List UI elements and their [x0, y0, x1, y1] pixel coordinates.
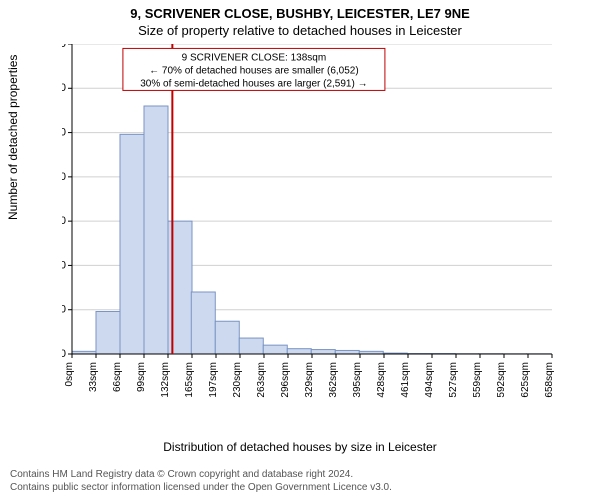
- histogram-bar: [335, 350, 359, 354]
- plot-area: 0 500 1000 1500 2000 2500 3000 3500 0sqm 33sqm 66s…: [62, 44, 562, 394]
- svg-text:329sqm: 329sqm: [304, 362, 315, 398]
- footer-line2: Contains public sector information licen…: [10, 481, 392, 494]
- svg-text:1500: 1500: [62, 215, 66, 227]
- svg-text:0: 0: [62, 348, 66, 360]
- svg-text:428sqm: 428sqm: [376, 362, 387, 398]
- svg-text:66sqm: 66sqm: [112, 362, 123, 392]
- svg-text:33sqm: 33sqm: [88, 362, 99, 392]
- svg-text:197sqm: 197sqm: [208, 362, 219, 398]
- svg-text:1000: 1000: [62, 259, 66, 271]
- svg-text:2500: 2500: [62, 126, 66, 138]
- svg-text:500: 500: [62, 304, 66, 316]
- svg-text:296sqm: 296sqm: [280, 362, 291, 398]
- histogram-bar: [144, 106, 168, 354]
- y-axis-label: Number of detached properties: [6, 55, 20, 220]
- chart-title-address: 9, SCRIVENER CLOSE, BUSHBY, LEICESTER, L…: [0, 0, 600, 21]
- svg-text:559sqm: 559sqm: [472, 362, 483, 398]
- svg-text:0sqm: 0sqm: [64, 362, 75, 386]
- svg-text:461sqm: 461sqm: [400, 362, 411, 398]
- svg-text:494sqm: 494sqm: [424, 362, 435, 398]
- svg-text:132sqm: 132sqm: [160, 362, 171, 398]
- svg-text:658sqm: 658sqm: [544, 362, 555, 398]
- histogram-bar: [287, 349, 311, 354]
- chart-container: 9, SCRIVENER CLOSE, BUSHBY, LEICESTER, L…: [0, 0, 600, 500]
- histogram-bar: [263, 345, 287, 354]
- svg-text:592sqm: 592sqm: [496, 362, 507, 398]
- footer-attribution: Contains HM Land Registry data © Crown c…: [10, 468, 392, 494]
- svg-text:3500: 3500: [62, 44, 66, 50]
- histogram-bar: [215, 321, 239, 354]
- histogram-bar: [96, 311, 120, 354]
- svg-text:2000: 2000: [62, 171, 66, 183]
- histogram-bar: [120, 134, 144, 354]
- annotation-line1: 9 SCRIVENER CLOSE: 138sqm: [182, 52, 327, 63]
- histogram-bar: [311, 350, 335, 354]
- histogram-bar: [191, 292, 215, 354]
- footer-line1: Contains HM Land Registry data © Crown c…: [10, 468, 392, 481]
- histogram-bar: [239, 338, 263, 354]
- svg-text:230sqm: 230sqm: [232, 362, 243, 398]
- annotation-line2: ← 70% of detached houses are smaller (6,…: [149, 65, 359, 76]
- x-axis-label: Distribution of detached houses by size …: [0, 440, 600, 454]
- chart-subtitle: Size of property relative to detached ho…: [0, 21, 600, 38]
- annotation-line3: 30% of semi-detached houses are larger (…: [140, 78, 367, 89]
- svg-text:99sqm: 99sqm: [136, 362, 147, 392]
- svg-text:362sqm: 362sqm: [328, 362, 339, 398]
- svg-text:625sqm: 625sqm: [520, 362, 531, 398]
- histogram-svg: 0 500 1000 1500 2000 2500 3000 3500 0sqm 33sqm 66s…: [62, 44, 562, 434]
- svg-text:395sqm: 395sqm: [352, 362, 363, 398]
- svg-text:3000: 3000: [62, 82, 66, 94]
- svg-text:165sqm: 165sqm: [184, 362, 195, 398]
- svg-text:527sqm: 527sqm: [448, 362, 459, 398]
- svg-text:263sqm: 263sqm: [256, 362, 267, 398]
